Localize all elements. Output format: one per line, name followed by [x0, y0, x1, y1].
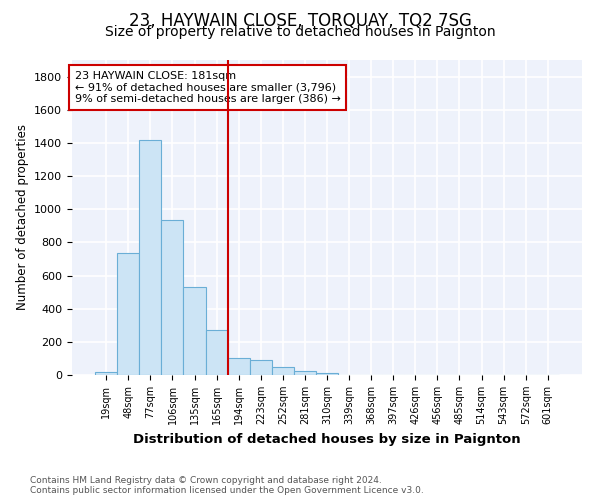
Y-axis label: Number of detached properties: Number of detached properties: [16, 124, 29, 310]
Bar: [95, 372, 117, 375]
Bar: [139, 140, 161, 375]
X-axis label: Distribution of detached houses by size in Paignton: Distribution of detached houses by size …: [133, 432, 521, 446]
Bar: [227, 358, 250, 375]
Text: 23, HAYWAIN CLOSE, TORQUAY, TQ2 7SG: 23, HAYWAIN CLOSE, TORQUAY, TQ2 7SG: [128, 12, 472, 30]
Bar: [161, 220, 184, 375]
Text: Size of property relative to detached houses in Paignton: Size of property relative to detached ho…: [104, 25, 496, 39]
Text: 23 HAYWAIN CLOSE: 181sqm
← 91% of detached houses are smaller (3,796)
9% of semi: 23 HAYWAIN CLOSE: 181sqm ← 91% of detach…: [74, 71, 340, 104]
Text: Contains HM Land Registry data © Crown copyright and database right 2024.
Contai: Contains HM Land Registry data © Crown c…: [30, 476, 424, 495]
Bar: [250, 360, 272, 375]
Bar: [117, 253, 139, 375]
Bar: [184, 287, 206, 375]
Bar: [294, 371, 316, 375]
Bar: [206, 330, 227, 375]
Bar: [316, 374, 338, 375]
Bar: [272, 366, 294, 375]
